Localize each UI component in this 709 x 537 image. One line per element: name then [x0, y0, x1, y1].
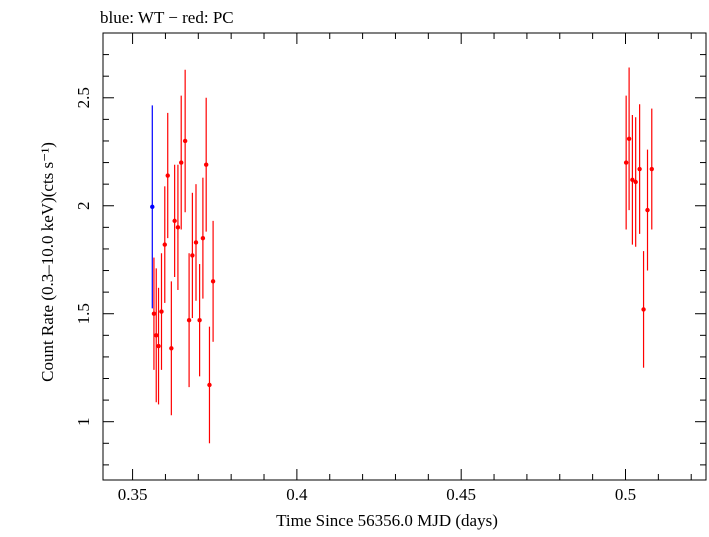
- data-point: [207, 382, 212, 388]
- x-tick-label: 0.4: [286, 485, 308, 504]
- data-point: [649, 166, 654, 172]
- data-point: [159, 309, 164, 314]
- data-point: [637, 166, 642, 172]
- data-point: [630, 177, 635, 183]
- data-point: [210, 279, 216, 284]
- data-points: [150, 67, 654, 444]
- data-point: [186, 318, 192, 323]
- data-point: [172, 218, 177, 224]
- y-axis-label: Count Rate (0.3–10.0 keV)(cts s⁻¹): [38, 142, 57, 382]
- data-point: [165, 173, 170, 178]
- data-point: [156, 343, 161, 349]
- y-tick-label: 2: [74, 202, 93, 211]
- data-point: [182, 138, 188, 144]
- x-axis-label: Time Since 56356.0 MJD (days): [276, 511, 498, 530]
- data-point: [203, 162, 209, 167]
- data-point: [162, 242, 167, 247]
- y-tick-label: 2.5: [74, 87, 93, 108]
- data-point: [626, 136, 632, 142]
- series-pc: [151, 67, 654, 444]
- y-tick-label: 1: [74, 417, 93, 426]
- chart-title: blue: WT − red: PC: [100, 8, 234, 27]
- series-wt: [150, 105, 155, 309]
- x-tick-label: 0.45: [446, 485, 476, 504]
- data-point: [641, 307, 646, 312]
- data-point: [193, 240, 199, 245]
- data-point: [633, 179, 638, 185]
- data-point: [154, 333, 159, 338]
- data-point: [175, 225, 181, 230]
- plot-frame: [102, 32, 707, 481]
- data-point: [151, 311, 157, 316]
- data-point: [179, 160, 184, 165]
- data-point: [169, 346, 174, 351]
- data-point: [645, 207, 650, 213]
- x-tick-label: 0.5: [615, 485, 636, 504]
- data-point: [197, 318, 202, 323]
- data-point: [190, 253, 195, 258]
- y-axis: 1 1.5 2 2.5: [74, 32, 706, 466]
- x-tick-label: 0.35: [118, 485, 148, 504]
- data-point: [150, 204, 155, 210]
- data-point: [200, 235, 206, 241]
- y-tick-label: 1.5: [74, 303, 93, 324]
- data-point: [623, 160, 629, 165]
- x-axis: 0.35 0.4 0.45 0.5: [118, 33, 692, 504]
